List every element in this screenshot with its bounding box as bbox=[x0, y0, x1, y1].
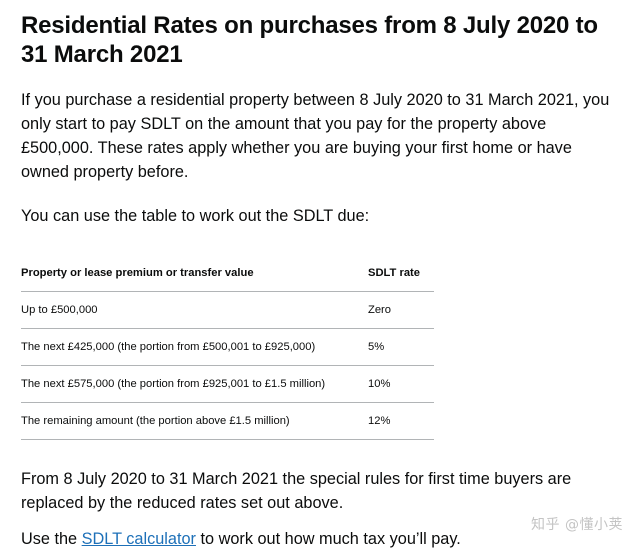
row-value: The remaining amount (the portion above … bbox=[21, 402, 368, 440]
column-header-rate: SDLT rate bbox=[368, 254, 434, 292]
table-row: The next £575,000 (the portion from £925… bbox=[21, 365, 434, 403]
first-time-buyers-paragraph: From 8 July 2020 to 31 March 2021 the sp… bbox=[21, 470, 572, 512]
sdlt-rates-table: Property or lease premium or transfer va… bbox=[21, 254, 434, 440]
calculator-suffix: to work out how much tax you’ll pay. bbox=[195, 530, 461, 548]
row-rate: 10% bbox=[368, 365, 434, 403]
row-value: Up to £500,000 bbox=[21, 291, 368, 329]
row-rate: 12% bbox=[368, 402, 434, 440]
row-rate: Zero bbox=[368, 291, 434, 329]
table-header-row: Property or lease premium or transfer va… bbox=[21, 254, 434, 292]
table-row: The next £425,000 (the portion from £500… bbox=[21, 328, 434, 366]
intro-paragraph: If you purchase a residential property b… bbox=[21, 91, 610, 181]
watermark: 知乎 @懂小荚 bbox=[531, 517, 623, 533]
content: Residential Rates on purchases from 8 Ju… bbox=[21, 11, 621, 551]
table-row: The remaining amount (the portion above … bbox=[21, 402, 434, 440]
row-value: The next £575,000 (the portion from £925… bbox=[21, 365, 368, 403]
sdlt-calculator-link[interactable]: SDLT calculator bbox=[81, 530, 196, 548]
column-header-value: Property or lease premium or transfer va… bbox=[21, 254, 368, 292]
table-intro-paragraph: You can use the table to work out the SD… bbox=[21, 207, 370, 225]
table-row: Up to £500,000 Zero bbox=[21, 291, 434, 329]
row-value: The next £425,000 (the portion from £500… bbox=[21, 328, 368, 366]
calculator-paragraph: Use the SDLT calculator to work out how … bbox=[21, 527, 621, 551]
row-rate: 5% bbox=[368, 328, 434, 366]
page-title: Residential Rates on purchases from 8 Ju… bbox=[21, 12, 598, 68]
calculator-prefix: Use the bbox=[21, 530, 82, 548]
